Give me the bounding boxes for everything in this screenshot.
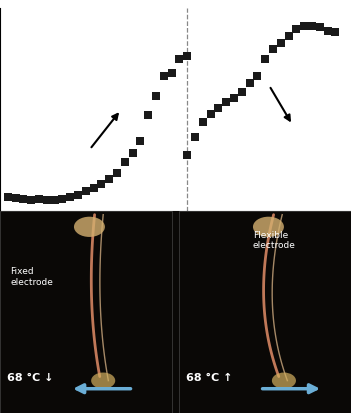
Point xyxy=(200,119,206,126)
Point xyxy=(5,193,11,200)
Point xyxy=(309,23,315,29)
Point xyxy=(91,184,97,191)
Point xyxy=(28,196,34,203)
Point xyxy=(286,32,291,39)
Point xyxy=(36,196,42,203)
Point xyxy=(114,170,120,177)
Point xyxy=(184,53,190,59)
Point xyxy=(223,99,229,106)
Bar xyxy=(0,211,172,413)
Point xyxy=(263,56,268,62)
Point xyxy=(325,28,330,34)
Point xyxy=(138,138,143,144)
Point xyxy=(254,73,260,79)
Point xyxy=(13,195,18,201)
Point xyxy=(333,28,338,35)
Point xyxy=(231,95,237,101)
Point xyxy=(161,73,167,79)
Point xyxy=(52,196,58,203)
Text: Fixed
electrode: Fixed electrode xyxy=(11,267,53,287)
Point xyxy=(60,195,65,202)
Point xyxy=(247,79,252,86)
Ellipse shape xyxy=(253,217,284,237)
Point xyxy=(83,188,88,195)
Point xyxy=(192,133,198,140)
Point xyxy=(67,194,73,201)
Point xyxy=(99,180,104,187)
Ellipse shape xyxy=(74,217,105,237)
Point xyxy=(145,112,151,118)
Point xyxy=(75,191,81,198)
Ellipse shape xyxy=(272,373,296,389)
Point xyxy=(278,40,284,46)
Point xyxy=(239,89,245,95)
X-axis label: T / °C: T / °C xyxy=(158,236,193,249)
Text: 68 °C ↓: 68 °C ↓ xyxy=(7,373,53,382)
Text: 68 °C ↑: 68 °C ↑ xyxy=(186,373,232,382)
Point xyxy=(270,45,276,52)
Point xyxy=(177,56,182,62)
Point xyxy=(130,150,135,156)
Point xyxy=(317,24,323,31)
Point xyxy=(302,23,307,29)
Ellipse shape xyxy=(91,373,115,389)
Point xyxy=(106,176,112,183)
Text: Flexible
electrode: Flexible electrode xyxy=(253,231,296,250)
Point xyxy=(216,105,221,112)
Point xyxy=(169,70,174,76)
Point xyxy=(208,110,213,117)
Point xyxy=(153,93,159,99)
Point xyxy=(44,197,49,203)
Point xyxy=(21,196,26,202)
Point xyxy=(122,159,128,166)
Bar xyxy=(179,211,351,413)
Point xyxy=(293,26,299,32)
Point xyxy=(184,151,190,158)
